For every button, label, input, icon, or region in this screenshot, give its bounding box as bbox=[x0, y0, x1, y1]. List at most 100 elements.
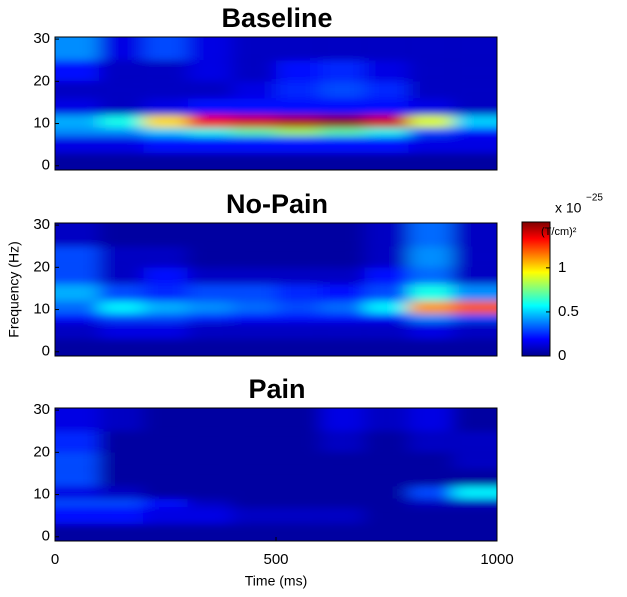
heatmap-cell bbox=[364, 431, 409, 453]
heatmap-cell bbox=[143, 153, 188, 170]
heatmap-cell bbox=[452, 524, 497, 541]
heatmap-cell bbox=[231, 322, 276, 340]
x-tick-label: 1000 bbox=[480, 551, 513, 568]
heatmap-cell bbox=[187, 153, 232, 170]
heatmap-cell bbox=[143, 507, 188, 525]
heatmap-cell bbox=[452, 127, 497, 137]
heatmap bbox=[55, 37, 497, 170]
heatmap-cell bbox=[408, 246, 453, 268]
heatmap-cell bbox=[143, 313, 188, 323]
heatmap-cell bbox=[187, 223, 232, 247]
heatmap-cell bbox=[320, 37, 365, 61]
heatmap-cell bbox=[364, 498, 409, 508]
heatmap-cell bbox=[187, 284, 232, 302]
heatmap-cell bbox=[276, 486, 321, 499]
heatmap-cell bbox=[231, 127, 276, 137]
heatmap-cell bbox=[143, 322, 188, 340]
heatmap-cell bbox=[276, 115, 321, 128]
heatmap-cell bbox=[143, 486, 188, 499]
heatmap-cell bbox=[143, 223, 188, 247]
heatmap-cell bbox=[55, 81, 100, 99]
heatmap-cell bbox=[276, 339, 321, 356]
heatmap-cell bbox=[99, 153, 144, 170]
heatmap-cell bbox=[187, 498, 232, 508]
heatmap-cell bbox=[452, 37, 497, 61]
heatmap-cell bbox=[364, 301, 409, 314]
heatmap-cell bbox=[99, 223, 144, 247]
heatmap-cell bbox=[187, 524, 232, 541]
panel-title: Baseline bbox=[221, 3, 332, 33]
heatmap-cell bbox=[276, 524, 321, 541]
heatmap-cell bbox=[143, 452, 188, 470]
heatmap-cell bbox=[408, 60, 453, 82]
heatmap-cell bbox=[452, 153, 497, 170]
heatmap-cell bbox=[231, 313, 276, 323]
heatmap-cell bbox=[452, 339, 497, 356]
heatmap-cell bbox=[452, 81, 497, 99]
heatmap-cell bbox=[55, 322, 100, 340]
heatmap-cell bbox=[364, 322, 409, 340]
heatmap-cell bbox=[55, 339, 100, 356]
heatmap-cell bbox=[320, 246, 365, 268]
heatmap-cell bbox=[276, 37, 321, 61]
heatmap-cell bbox=[408, 524, 453, 541]
heatmap-cell bbox=[231, 267, 276, 285]
heatmap-cell bbox=[452, 431, 497, 453]
heatmap-cell bbox=[99, 136, 144, 154]
heatmap-cell bbox=[364, 246, 409, 268]
heatmap-cell bbox=[276, 408, 321, 432]
y-tick-label: 0 bbox=[42, 343, 50, 360]
heatmap-cell bbox=[276, 431, 321, 453]
heatmap-cell bbox=[99, 452, 144, 470]
heatmap-cell bbox=[143, 81, 188, 99]
heatmap-cell bbox=[143, 115, 188, 128]
y-tick-label: 20 bbox=[33, 72, 50, 89]
heatmap-cell bbox=[99, 37, 144, 61]
heatmap-cell bbox=[320, 60, 365, 82]
heatmap-cell bbox=[276, 284, 321, 302]
heatmap-cell bbox=[408, 339, 453, 356]
heatmap-cell bbox=[231, 60, 276, 82]
y-tick-label: 20 bbox=[33, 443, 50, 460]
colorbar-tick-label: 0.5 bbox=[558, 303, 579, 320]
heatmap-cell bbox=[320, 313, 365, 323]
heatmap-cell bbox=[320, 98, 365, 116]
heatmap-cell bbox=[320, 408, 365, 432]
heatmap-cell bbox=[408, 301, 453, 314]
plot-frame bbox=[54, 36, 498, 171]
heatmap-cell bbox=[320, 267, 365, 285]
heatmap-cell bbox=[187, 81, 232, 99]
heatmap-cell bbox=[231, 223, 276, 247]
heatmap-cell bbox=[452, 115, 497, 128]
heatmap-cell bbox=[231, 486, 276, 499]
heatmap-cell bbox=[231, 153, 276, 170]
heatmap-cell bbox=[187, 322, 232, 340]
heatmap-cell bbox=[231, 115, 276, 128]
heatmap-cell bbox=[231, 469, 276, 487]
heatmap-cell bbox=[320, 498, 365, 508]
colorbar-tick-label: 1 bbox=[558, 259, 566, 276]
heatmap-cell bbox=[187, 127, 232, 137]
heatmap-cell bbox=[187, 313, 232, 323]
heatmap-cell bbox=[452, 507, 497, 525]
heatmap-cell bbox=[231, 301, 276, 314]
heatmap-cell bbox=[187, 98, 232, 116]
y-tick-label: 30 bbox=[33, 216, 50, 233]
heatmap-cell bbox=[320, 339, 365, 356]
heatmap-cell bbox=[55, 60, 100, 82]
heatmap bbox=[55, 408, 497, 541]
heatmap-cell bbox=[408, 153, 453, 170]
heatmap-cell bbox=[452, 498, 497, 508]
colorbar-label: (T/cm)² bbox=[541, 226, 577, 238]
heatmap-cell bbox=[320, 469, 365, 487]
heatmap-cell bbox=[55, 284, 100, 302]
heatmap-cell bbox=[408, 115, 453, 128]
heatmap-cell bbox=[408, 98, 453, 116]
heatmap-cell bbox=[320, 153, 365, 170]
heatmap-cell bbox=[231, 246, 276, 268]
heatmap-cell bbox=[276, 98, 321, 116]
x-axis-label: Time (ms) bbox=[245, 573, 307, 589]
heatmap-cell bbox=[187, 469, 232, 487]
heatmap-cell bbox=[187, 301, 232, 314]
heatmap-cell bbox=[55, 246, 100, 268]
